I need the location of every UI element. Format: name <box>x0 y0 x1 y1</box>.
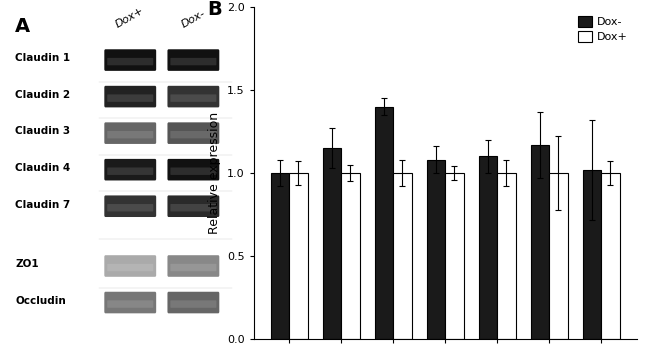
Legend: Dox-, Dox+: Dox-, Dox+ <box>575 12 631 45</box>
Bar <box>479 156 497 339</box>
FancyBboxPatch shape <box>170 167 216 175</box>
FancyBboxPatch shape <box>104 49 156 71</box>
FancyBboxPatch shape <box>170 131 216 138</box>
FancyBboxPatch shape <box>104 122 156 144</box>
Text: Dox-: Dox- <box>179 9 207 30</box>
Bar <box>289 173 307 339</box>
FancyBboxPatch shape <box>107 58 153 65</box>
FancyBboxPatch shape <box>170 300 216 308</box>
Text: Claudin 1: Claudin 1 <box>15 53 70 63</box>
FancyBboxPatch shape <box>168 292 219 313</box>
Bar <box>393 173 411 339</box>
FancyBboxPatch shape <box>107 94 153 102</box>
FancyBboxPatch shape <box>170 204 216 211</box>
Text: Occludin: Occludin <box>15 296 66 306</box>
Bar <box>531 145 549 339</box>
Bar <box>375 107 393 339</box>
FancyBboxPatch shape <box>104 159 156 181</box>
FancyBboxPatch shape <box>170 58 216 65</box>
Bar <box>427 160 445 339</box>
FancyBboxPatch shape <box>168 159 219 181</box>
Text: Claudin 2: Claudin 2 <box>15 90 70 100</box>
FancyBboxPatch shape <box>170 94 216 102</box>
FancyBboxPatch shape <box>168 49 219 71</box>
FancyBboxPatch shape <box>107 300 153 308</box>
Bar <box>601 173 619 339</box>
Y-axis label: Relative expression: Relative expression <box>209 112 222 234</box>
FancyBboxPatch shape <box>107 264 153 271</box>
Text: Claudin 4: Claudin 4 <box>15 163 70 173</box>
Text: B: B <box>208 0 222 19</box>
Text: Claudin 3: Claudin 3 <box>15 127 70 136</box>
FancyBboxPatch shape <box>107 167 153 175</box>
Text: ZO1: ZO1 <box>15 260 39 269</box>
Text: Dox+: Dox+ <box>114 6 146 30</box>
Bar <box>445 173 463 339</box>
FancyBboxPatch shape <box>104 292 156 313</box>
Bar <box>549 173 567 339</box>
Bar <box>323 148 341 339</box>
Bar <box>341 173 359 339</box>
FancyBboxPatch shape <box>107 204 153 211</box>
Bar <box>583 170 601 339</box>
FancyBboxPatch shape <box>168 255 219 277</box>
Text: Claudin 7: Claudin 7 <box>15 200 70 210</box>
FancyBboxPatch shape <box>168 195 219 217</box>
FancyBboxPatch shape <box>104 255 156 277</box>
FancyBboxPatch shape <box>170 264 216 271</box>
Bar <box>271 173 289 339</box>
FancyBboxPatch shape <box>104 195 156 217</box>
FancyBboxPatch shape <box>107 131 153 138</box>
FancyBboxPatch shape <box>168 86 219 107</box>
Bar <box>497 173 515 339</box>
Text: A: A <box>15 17 31 36</box>
FancyBboxPatch shape <box>168 122 219 144</box>
FancyBboxPatch shape <box>104 86 156 107</box>
